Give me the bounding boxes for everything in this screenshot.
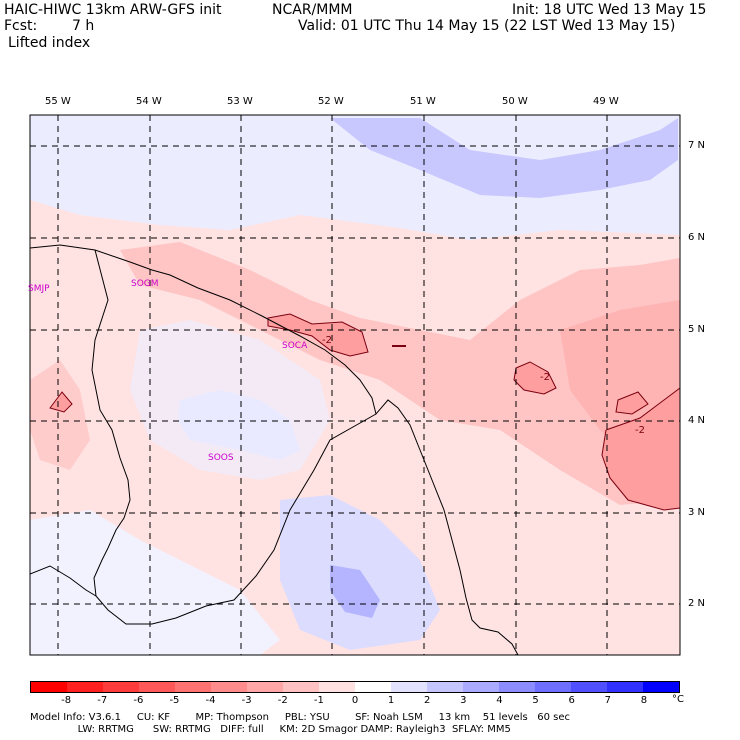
init-time: Init: 18 UTC Wed 13 May 15 (512, 2, 707, 18)
core-east-2 (602, 388, 680, 510)
colorbar-tick-label: 0 (351, 695, 359, 706)
colorbar-tick-label: -5 (169, 695, 180, 706)
colorbar-swatch (31, 682, 67, 692)
contour-east-2 (601, 387, 680, 511)
colorbar-swatch (535, 682, 571, 692)
stable-region-west (30, 510, 280, 655)
fcst-value: 7 h (72, 18, 95, 34)
plot-frame (29, 114, 681, 656)
colorbar-tick-label: 2 (424, 695, 431, 706)
fcst-label: Fcst: (4, 18, 38, 34)
station-smjp: SMJP (28, 284, 50, 294)
colorbar-tick-label: -8 (61, 695, 72, 706)
lat-label-5n: 5 N (688, 324, 706, 335)
colorbar-swatch (463, 682, 499, 692)
colorbar-swatch (211, 682, 247, 692)
model-info-line1: Model Info: V3.6.1 CU: KF MP: Thompson P… (30, 712, 570, 723)
shaded-field (30, 115, 680, 655)
colorbar-tick-label: -6 (133, 695, 144, 706)
latlon-grid (30, 115, 680, 655)
colorbar-swatch (499, 682, 535, 692)
model-title: HAIC-HIWC 13km ARW-GFS init (4, 2, 222, 18)
stable-region-north-core (330, 118, 678, 198)
border-west (30, 565, 97, 597)
lon-label-52w: 52 W (318, 96, 344, 107)
colorbar-swatch (247, 682, 283, 692)
model-info-line2: LW: RRTMG SW: RRTMG DIFF: full KM: 2D Sm… (30, 724, 511, 735)
station-soos: SOOS (208, 453, 234, 463)
contour-label-east1: -2 (540, 372, 550, 383)
colorbar-tick-label: 1 (387, 695, 395, 706)
colorbar-swatch (67, 682, 103, 692)
lat-label-7n: 7 N (688, 140, 706, 151)
coastlines (30, 244, 519, 655)
lat-label-4n: 4 N (688, 415, 706, 426)
contour-east-3 (615, 391, 649, 415)
colorbar (30, 681, 680, 693)
colorbar-tick-label: -2 (277, 695, 288, 706)
station-soca: SOCA (282, 341, 308, 351)
lon-label-53w: 53 W (227, 96, 253, 107)
colorbar-tick-label: 8 (640, 695, 648, 706)
lon-label-51w: 51 W (410, 96, 436, 107)
colorbar-tick-label: 7 (604, 695, 611, 706)
lon-label-49w: 49 W (593, 96, 619, 107)
core-soca (268, 314, 368, 356)
colorbar-tick-label: 6 (568, 695, 575, 706)
colorbar-unit: °C (672, 694, 684, 705)
lon-label-55w: 55 W (45, 96, 71, 107)
lat-label-6n: 6 N (688, 232, 706, 243)
contour-label-soca: -2 (322, 335, 332, 346)
colorbar-tick-label: -4 (205, 695, 216, 706)
unstable-band-coast (120, 242, 680, 505)
station-sogm: SOGM (131, 279, 159, 289)
contour-label-east2: -2 (635, 425, 645, 436)
colorbar-swatch (391, 682, 427, 692)
valid-time: Valid: 01 UTC Thu 14 May 15 (22 LST Wed … (298, 18, 676, 34)
colorbar-swatch (355, 682, 391, 692)
colorbar-swatch (139, 682, 175, 692)
colorbar-tick-label: -3 (241, 695, 252, 706)
stable-region-inland (130, 320, 330, 480)
core-east-1 (514, 362, 556, 394)
colorbar-tick-label: -1 (313, 695, 324, 706)
stable-region-south-core (330, 565, 380, 618)
org-label: NCAR/MMM (272, 2, 353, 18)
contour-west (49, 391, 73, 413)
colorbar-swatch (319, 682, 355, 692)
lon-label-50w: 50 W (502, 96, 528, 107)
lon-label-54w: 54 W (136, 96, 162, 107)
colorbar-tick-label: 4 (496, 695, 503, 706)
colorbar-swatch (283, 682, 319, 692)
core-west (50, 392, 72, 412)
field-name: Lifted index (8, 35, 91, 51)
colorbar-swatch (643, 682, 679, 692)
colorbar-swatch (103, 682, 139, 692)
colorbar-tick-label: 3 (460, 695, 467, 706)
lat-label-3n: 3 N (688, 507, 706, 518)
colorbar-swatch (175, 682, 211, 692)
lat-label-2n: 2 N (688, 598, 706, 609)
unstable-west (30, 360, 90, 470)
colorbar-swatch (607, 682, 643, 692)
colorbar-tick-label: -7 (97, 695, 108, 706)
border-suriname-fg (91, 249, 377, 625)
colorbar-swatch (571, 682, 607, 692)
colorbar-swatch (427, 682, 463, 692)
colorbar-tick-label: 5 (532, 695, 539, 706)
